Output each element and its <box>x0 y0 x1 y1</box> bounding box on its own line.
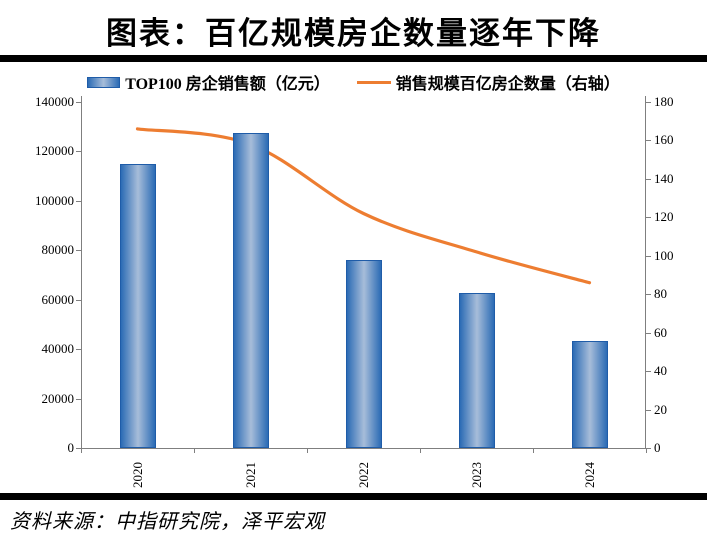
left-axis-tick <box>76 151 81 152</box>
x-axis <box>81 448 646 449</box>
x-axis-label-2023: 2023 <box>469 462 484 488</box>
left-axis-tick <box>76 399 81 400</box>
legend: TOP100 房企销售额（亿元） 销售规模百亿房企数量（右轴） <box>0 70 707 94</box>
left-axis-tick-label: 140000 <box>35 94 74 109</box>
bar-series-swatch-icon <box>87 76 121 88</box>
legend-item-line: 销售规模百亿房企数量（右轴） <box>356 70 620 94</box>
left-y-axis <box>81 96 82 449</box>
legend-label-bars: TOP100 房企销售额（亿元） <box>125 76 330 93</box>
right-axis-tick-label: 60 <box>654 324 667 340</box>
x-axis-tick <box>307 448 308 453</box>
footer-divider <box>0 493 707 500</box>
bar-2024 <box>572 341 608 448</box>
x-axis-label-2020: 2020 <box>130 462 145 488</box>
right-axis-tick <box>646 371 651 372</box>
x-axis-label-2022: 2022 <box>356 462 371 488</box>
bar-2021 <box>233 132 269 448</box>
left-axis-tick <box>76 201 81 202</box>
right-axis-tick <box>646 179 651 180</box>
left-axis-tick-label: 120000 <box>35 143 74 159</box>
title-divider <box>0 55 707 62</box>
left-axis-tick-label: 100000 <box>35 192 74 208</box>
x-axis-tick <box>646 448 647 453</box>
line-series-swatch-icon <box>356 80 391 84</box>
x-axis-tick <box>194 448 195 453</box>
right-axis-tick-label: 0 <box>654 440 661 455</box>
bar-2022 <box>346 260 382 448</box>
left-axis-tick-label: 20000 <box>41 390 75 406</box>
right-axis-tick <box>646 448 651 449</box>
bar-2023 <box>459 292 495 448</box>
bar-2020 <box>120 163 156 448</box>
left-axis-tick <box>76 448 81 449</box>
right-axis-tick-label: 120 <box>654 209 674 225</box>
right-axis-tick-label: 180 <box>654 94 674 109</box>
right-axis-tick <box>646 294 651 295</box>
right-axis-tick-label: 40 <box>654 363 667 379</box>
left-axis-tick-label: 60000 <box>41 291 75 307</box>
right-axis-tick-label: 20 <box>654 401 667 417</box>
left-axis-tick <box>76 300 81 301</box>
right-axis-tick-label: 100 <box>654 247 674 263</box>
left-axis-tick-label: 40000 <box>41 341 75 357</box>
legend-item-bars: TOP100 房企销售额（亿元） <box>87 70 330 94</box>
right-axis-tick-label: 160 <box>654 132 674 148</box>
right-axis-tick <box>646 256 651 257</box>
right-axis-tick <box>646 102 651 103</box>
left-axis-tick-label: 0 <box>67 440 75 455</box>
chart-title: 图表：百亿规模房企数量逐年下降 <box>106 16 601 51</box>
right-axis-tick <box>646 333 651 334</box>
x-axis-tick <box>533 448 534 453</box>
source-note: 资料来源：中指研究院，泽平宏观 <box>10 511 325 533</box>
right-axis-tick-label: 80 <box>654 286 667 302</box>
left-axis-tick <box>76 250 81 251</box>
x-axis-label-2021: 2021 <box>243 462 258 488</box>
right-axis-tick-label: 140 <box>654 170 674 186</box>
right-axis-tick <box>646 217 651 218</box>
right-axis-tick <box>646 410 651 411</box>
x-axis-label-2024: 2024 <box>582 462 597 488</box>
left-axis-tick-label: 80000 <box>41 242 75 258</box>
x-axis-tick <box>420 448 421 453</box>
right-axis-tick <box>646 140 651 141</box>
right-y-axis <box>645 96 646 449</box>
x-axis-tick <box>81 448 82 453</box>
left-axis-tick <box>76 102 81 103</box>
legend-label-line: 销售规模百亿房企数量（右轴） <box>395 76 620 93</box>
left-axis-tick <box>76 349 81 350</box>
